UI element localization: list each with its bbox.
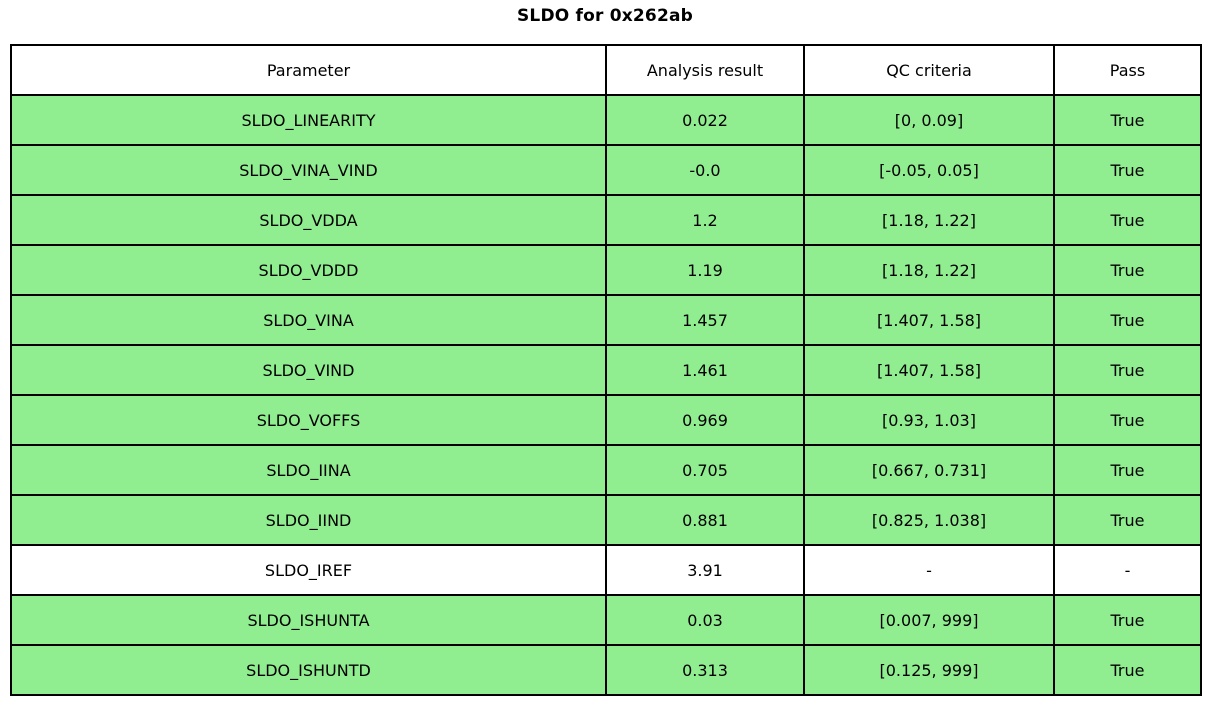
table-row: SLDO_VINA_VIND -0.0 [-0.05, 0.05] True bbox=[10, 144, 1202, 196]
cell-qc-criteria: [0.007, 999] bbox=[803, 594, 1055, 646]
cell-analysis-result: -0.0 bbox=[605, 144, 805, 196]
cell-parameter: SLDO_IREF bbox=[10, 544, 607, 596]
cell-parameter: SLDO_VIND bbox=[10, 344, 607, 396]
cell-analysis-result: 0.03 bbox=[605, 594, 805, 646]
column-header-qc-criteria: QC criteria bbox=[803, 44, 1055, 96]
table-row: SLDO_LINEARITY 0.022 [0, 0.09] True bbox=[10, 94, 1202, 146]
cell-pass: True bbox=[1053, 644, 1202, 696]
cell-parameter: SLDO_IINA bbox=[10, 444, 607, 496]
table-row: SLDO_VIND 1.461 [1.407, 1.58] True bbox=[10, 344, 1202, 396]
cell-analysis-result: 0.969 bbox=[605, 394, 805, 446]
cell-analysis-result: 0.881 bbox=[605, 494, 805, 546]
cell-pass: True bbox=[1053, 294, 1202, 346]
table-row: SLDO_VDDD 1.19 [1.18, 1.22] True bbox=[10, 244, 1202, 296]
cell-qc-criteria: - bbox=[803, 544, 1055, 596]
cell-parameter: SLDO_ISHUNTA bbox=[10, 594, 607, 646]
cell-pass: True bbox=[1053, 244, 1202, 296]
table-row: SLDO_ISHUNTD 0.313 [0.125, 999] True bbox=[10, 644, 1202, 696]
cell-parameter: SLDO_VDDD bbox=[10, 244, 607, 296]
cell-analysis-result: 1.2 bbox=[605, 194, 805, 246]
qc-parameter-table: Parameter Analysis result QC criteria Pa… bbox=[10, 44, 1202, 696]
cell-analysis-result: 0.022 bbox=[605, 94, 805, 146]
cell-pass: True bbox=[1053, 444, 1202, 496]
cell-parameter: SLDO_ISHUNTD bbox=[10, 644, 607, 696]
cell-qc-criteria: [1.18, 1.22] bbox=[803, 194, 1055, 246]
cell-analysis-result: 0.705 bbox=[605, 444, 805, 496]
cell-qc-criteria: [0.825, 1.038] bbox=[803, 494, 1055, 546]
header-row: Parameter Analysis result QC criteria Pa… bbox=[10, 44, 1202, 96]
cell-qc-criteria: [-0.05, 0.05] bbox=[803, 144, 1055, 196]
cell-analysis-result: 1.19 bbox=[605, 244, 805, 296]
cell-parameter: SLDO_VINA bbox=[10, 294, 607, 346]
cell-analysis-result: 1.461 bbox=[605, 344, 805, 396]
table-row: SLDO_VDDA 1.2 [1.18, 1.22] True bbox=[10, 194, 1202, 246]
cell-qc-criteria: [1.407, 1.58] bbox=[803, 344, 1055, 396]
cell-parameter: SLDO_VINA_VIND bbox=[10, 144, 607, 196]
cell-analysis-result: 3.91 bbox=[605, 544, 805, 596]
table-row: SLDO_ISHUNTA 0.03 [0.007, 999] True bbox=[10, 594, 1202, 646]
cell-pass: True bbox=[1053, 344, 1202, 396]
cell-pass: True bbox=[1053, 494, 1202, 546]
table-row: SLDO_VOFFS 0.969 [0.93, 1.03] True bbox=[10, 394, 1202, 446]
cell-pass: True bbox=[1053, 94, 1202, 146]
table-row: SLDO_VINA 1.457 [1.407, 1.58] True bbox=[10, 294, 1202, 346]
cell-pass: True bbox=[1053, 194, 1202, 246]
table-row: SLDO_IREF 3.91 - - bbox=[10, 544, 1202, 596]
table-body: SLDO_LINEARITY 0.022 [0, 0.09] True SLDO… bbox=[10, 94, 1202, 696]
cell-qc-criteria: [0, 0.09] bbox=[803, 94, 1055, 146]
cell-pass: True bbox=[1053, 594, 1202, 646]
table-row: SLDO_IIND 0.881 [0.825, 1.038] True bbox=[10, 494, 1202, 546]
cell-parameter: SLDO_LINEARITY bbox=[10, 94, 607, 146]
cell-qc-criteria: [0.93, 1.03] bbox=[803, 394, 1055, 446]
table-header: Parameter Analysis result QC criteria Pa… bbox=[10, 44, 1202, 96]
cell-parameter: SLDO_VOFFS bbox=[10, 394, 607, 446]
cell-parameter: SLDO_IIND bbox=[10, 494, 607, 546]
cell-qc-criteria: [0.125, 999] bbox=[803, 644, 1055, 696]
column-header-pass: Pass bbox=[1053, 44, 1202, 96]
cell-qc-criteria: [0.667, 0.731] bbox=[803, 444, 1055, 496]
column-header-analysis-result: Analysis result bbox=[605, 44, 805, 96]
cell-qc-criteria: [1.18, 1.22] bbox=[803, 244, 1055, 296]
cell-analysis-result: 0.313 bbox=[605, 644, 805, 696]
cell-analysis-result: 1.457 bbox=[605, 294, 805, 346]
cell-pass: - bbox=[1053, 544, 1202, 596]
cell-pass: True bbox=[1053, 394, 1202, 446]
column-header-parameter: Parameter bbox=[10, 44, 607, 96]
cell-parameter: SLDO_VDDA bbox=[10, 194, 607, 246]
figure-title: SLDO for 0x262ab bbox=[516, 6, 694, 26]
table-row: SLDO_IINA 0.705 [0.667, 0.731] True bbox=[10, 444, 1202, 496]
cell-qc-criteria: [1.407, 1.58] bbox=[803, 294, 1055, 346]
cell-pass: True bbox=[1053, 144, 1202, 196]
